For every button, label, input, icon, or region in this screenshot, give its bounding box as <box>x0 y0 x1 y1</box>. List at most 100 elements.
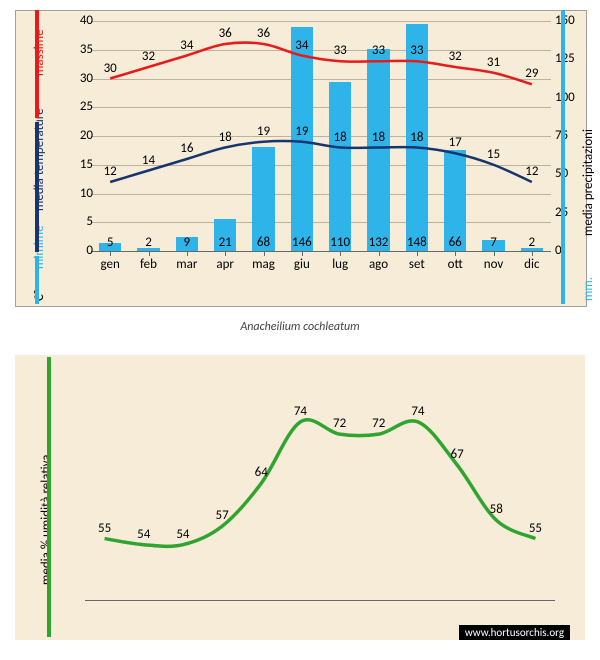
precip-value-label: 148 <box>407 235 427 250</box>
month-tick: mar <box>172 257 202 272</box>
tmax-value-label: 33 <box>334 43 347 58</box>
humidity-value-label: 64 <box>255 465 268 480</box>
humidity-value-label: 58 <box>490 502 503 517</box>
humidity-value-label: 54 <box>137 527 150 542</box>
month-tick: feb <box>134 257 164 272</box>
month-tick-mark <box>494 251 495 256</box>
temp-tick: 0 <box>63 243 93 258</box>
humidity-baseline <box>85 600 555 601</box>
month-tick-mark <box>264 251 265 256</box>
month-tick: mag <box>249 257 279 272</box>
precip-value-label: 2 <box>529 235 536 250</box>
precip-value-label: 21 <box>219 235 232 250</box>
precip-value-label: 9 <box>184 235 191 250</box>
tmax-value-label: 34 <box>180 38 193 53</box>
temp-tick: 20 <box>63 128 93 143</box>
humidity-value-label: 55 <box>529 521 542 536</box>
tmax-value-label: 29 <box>525 66 538 81</box>
month-tick-mark <box>302 251 303 256</box>
tmax-value-label: 34 <box>295 38 308 53</box>
precip-value-label: 66 <box>449 235 462 250</box>
climate-lines-svg <box>91 21 551 276</box>
humidity-value-label: 74 <box>411 404 424 419</box>
month-tick: nov <box>479 257 509 272</box>
month-tick: dic <box>517 257 547 272</box>
temp-tick: 15 <box>63 157 93 172</box>
temp-axis-bar-red <box>35 10 39 118</box>
precip-value-label: 132 <box>369 235 389 250</box>
chart-caption: Anacheilium cochleatum <box>15 320 585 334</box>
humidity-value-label: 55 <box>98 521 111 536</box>
humidity-axis-bar <box>47 357 51 637</box>
precip-value-label: 5 <box>107 235 114 250</box>
precip-value-label: 68 <box>257 235 270 250</box>
temp-axis-bar-blue <box>35 256 39 304</box>
month-tick-mark <box>417 251 418 256</box>
month-tick-mark <box>455 251 456 256</box>
humidity-value-label: 72 <box>333 416 346 431</box>
month-tick-mark <box>340 251 341 256</box>
humidity-value-label: 57 <box>215 508 228 523</box>
temp-tick: 40 <box>63 13 93 28</box>
tmax-value-label: 36 <box>219 26 232 41</box>
temp-tick: 30 <box>63 71 93 86</box>
tmin-value-label: 15 <box>487 147 500 162</box>
tmin-value-label: 18 <box>219 130 232 145</box>
precip-value-label: 110 <box>330 235 350 250</box>
tmin-value-label: 19 <box>257 124 270 139</box>
temp-tick: 35 <box>63 42 93 57</box>
humidity-value-label: 74 <box>294 404 307 419</box>
month-tick-mark <box>187 251 188 256</box>
tmin-value-label: 18 <box>334 130 347 145</box>
tmin-value-label: 12 <box>525 164 538 179</box>
humidity-line-svg <box>85 385 555 600</box>
tmin-line <box>110 141 532 182</box>
tmin-value-label: 18 <box>372 130 385 145</box>
tmax-value-label: 32 <box>449 49 462 64</box>
humidity-value-label: 72 <box>372 416 385 431</box>
tmax-value-label: 33 <box>410 43 423 58</box>
tmin-value-label: 12 <box>104 164 117 179</box>
tmax-value-label: 32 <box>142 49 155 64</box>
month-tick: set <box>402 257 432 272</box>
temp-axis-bar-navy <box>35 122 39 252</box>
tmin-value-label: 16 <box>180 141 193 156</box>
precip-axis-bar <box>561 10 565 304</box>
temp-tick: 5 <box>63 214 93 229</box>
month-tick: apr <box>210 257 240 272</box>
temp-tick: 25 <box>63 99 93 114</box>
precip-value-label: 2 <box>145 235 152 250</box>
month-tick-mark <box>110 251 111 256</box>
tmax-line <box>110 43 532 85</box>
tmin-value-label: 17 <box>449 135 462 150</box>
precip-value-label: 146 <box>292 235 312 250</box>
climate-chart-panel: C° mimime media temperature massime medi… <box>15 10 587 307</box>
tmax-value-label: 31 <box>487 55 500 70</box>
tmax-value-label: 30 <box>104 61 117 76</box>
humidity-chart-panel: media % umidità relativa 555454576474727… <box>15 355 585 640</box>
temp-tick: 10 <box>63 186 93 201</box>
month-tick: ago <box>364 257 394 272</box>
precip-value-label: 7 <box>490 235 497 250</box>
tmax-value-label: 36 <box>257 26 270 41</box>
right-axis-label: media precipitazioni <box>581 129 596 236</box>
month-tick: lug <box>325 257 355 272</box>
humidity-value-label: 67 <box>450 447 463 462</box>
month-tick-mark <box>379 251 380 256</box>
month-tick: gen <box>95 257 125 272</box>
month-tick-mark <box>532 251 533 256</box>
tmax-value-label: 33 <box>372 43 385 58</box>
right-axis-unit: mm. <box>581 277 596 301</box>
tmin-value-label: 14 <box>142 153 155 168</box>
month-tick-mark <box>149 251 150 256</box>
tmin-value-label: 18 <box>410 130 423 145</box>
climate-plot: 5292168146110132148667230323436363433333… <box>91 21 551 276</box>
month-tick: ott <box>440 257 470 272</box>
month-tick: giu <box>287 257 317 272</box>
month-tick-mark <box>225 251 226 256</box>
source-label: www.hortusorchis.org <box>459 625 570 640</box>
humidity-value-label: 54 <box>176 527 189 542</box>
tmin-value-label: 19 <box>295 124 308 139</box>
humidity-line <box>105 420 536 547</box>
humidity-plot: 55 54 54 57 64 74 72 72 74 67 58 55 <box>85 385 555 600</box>
